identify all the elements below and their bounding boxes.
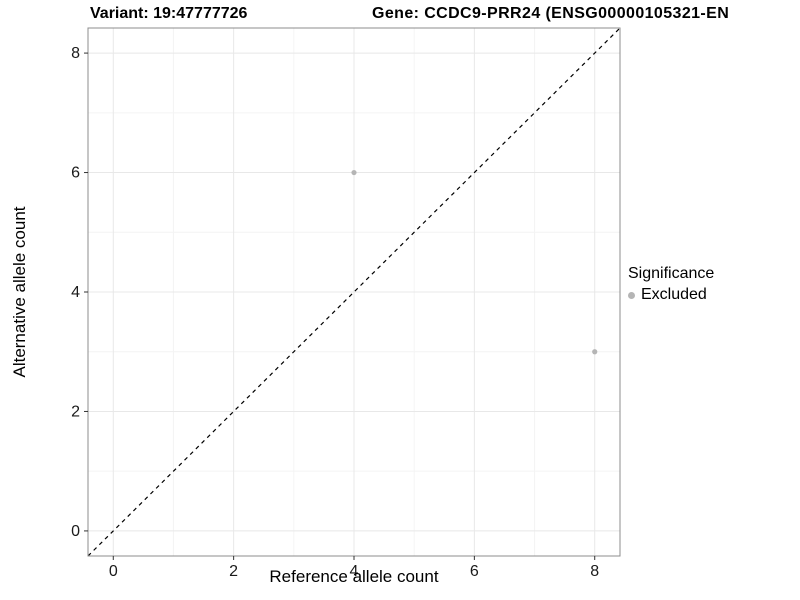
identity-line <box>87 27 621 557</box>
x-tick-label: 4 <box>350 563 359 580</box>
x-tick-label: 8 <box>590 563 599 580</box>
y-tick-label: 2 <box>71 403 80 420</box>
x-tick-label: 2 <box>229 563 238 580</box>
y-tick-label: 6 <box>71 165 80 182</box>
legend-title: Significance <box>628 265 715 282</box>
x-tick-label: 0 <box>109 563 118 580</box>
y-tick-label: 8 <box>71 45 80 62</box>
legend-entry-label: Excluded <box>641 286 707 303</box>
legend-entry-excluded: Excluded <box>628 286 714 304</box>
plot-title-variant: Variant: 19:47777726 <box>90 5 248 22</box>
y-tick-label: 4 <box>71 284 80 301</box>
data-point <box>351 169 357 176</box>
data-point <box>592 349 598 355</box>
x-axis-label: Reference allele count <box>269 567 439 586</box>
y-tick-label: 0 <box>71 523 80 540</box>
x-tick-label: 6 <box>470 563 479 580</box>
plot-title-gene: Gene: CCDC9-PRR24 (ENSG00000105321-EN <box>372 5 730 22</box>
legend: Significance Excluded <box>628 265 714 304</box>
y-axis-label: Alternative allele count <box>10 206 29 378</box>
excluded-dot-icon <box>628 291 635 299</box>
